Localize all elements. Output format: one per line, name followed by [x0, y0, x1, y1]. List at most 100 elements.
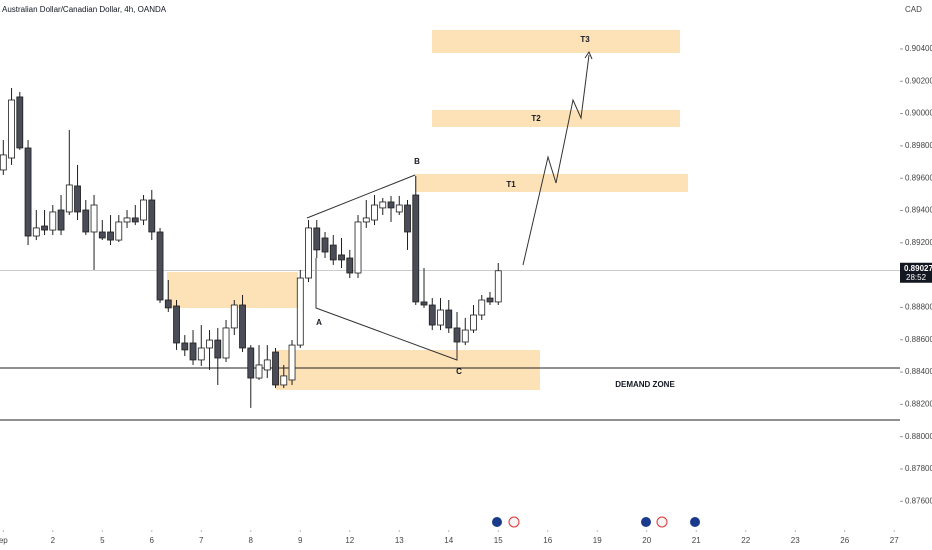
x-tick-label: 5 — [100, 536, 105, 545]
annotation: T3 — [580, 35, 590, 44]
candle-body — [296, 277, 304, 346]
candle-body — [181, 342, 189, 351]
candle-body — [470, 314, 477, 331]
candle-body — [387, 201, 395, 209]
candle-body — [164, 299, 172, 309]
y-tick-label: 0.90000 — [905, 109, 932, 118]
x-tick-label: 6 — [150, 536, 155, 545]
candle-body — [494, 270, 502, 303]
y-tick-label: 0.87800 — [905, 464, 932, 473]
target-zone — [432, 30, 680, 53]
candle-body — [107, 231, 114, 241]
candle-body — [395, 204, 403, 213]
candle-body — [49, 211, 57, 231]
candle-body — [148, 199, 156, 233]
y-tick-label: 0.90400 — [905, 44, 932, 53]
annotation: B — [414, 157, 420, 166]
y-tick-label: 0.89200 — [905, 238, 932, 247]
candle-body — [123, 217, 131, 223]
target-zone — [415, 174, 688, 192]
candle-body — [239, 304, 246, 349]
candle-body — [98, 231, 106, 239]
candle-body — [32, 227, 40, 237]
demand-zone — [276, 350, 540, 390]
target-zone — [432, 110, 680, 127]
last-price-label: 0.89027 — [904, 264, 932, 273]
candle-body — [173, 305, 180, 344]
x-tick-label: 23 — [791, 536, 800, 545]
y-tick-label: 0.88400 — [905, 367, 932, 376]
annotation: T1 — [506, 180, 516, 189]
candle-body — [486, 297, 494, 303]
candle-body — [115, 221, 123, 241]
candle-body — [445, 309, 453, 329]
x-tick-label: 13 — [395, 536, 404, 545]
x-tick-label: 19 — [593, 536, 602, 545]
candle-body — [206, 339, 213, 349]
x-tick-label: 16 — [543, 536, 552, 545]
y-tick-label: 0.88200 — [905, 399, 932, 408]
x-tick-label: 7 — [199, 536, 204, 545]
candle-body — [140, 199, 147, 221]
annotation: C — [456, 367, 462, 376]
candle-body — [24, 147, 32, 237]
candle-body — [214, 339, 222, 359]
candle-body — [329, 244, 337, 261]
candle-body — [478, 299, 486, 316]
candle-body — [197, 347, 205, 361]
x-tick-label: 9 — [298, 536, 303, 545]
candle-body — [428, 304, 436, 326]
candle-body — [0, 154, 7, 171]
x-tick-label: 2 — [51, 536, 56, 545]
y-tick-label: 0.89600 — [905, 173, 932, 182]
y-tick-label: 0.88600 — [905, 335, 932, 344]
candle-body — [263, 359, 271, 371]
x-tick-label: 12 — [345, 536, 354, 545]
candle-body — [321, 237, 329, 253]
y-tick-label: 0.89400 — [905, 206, 932, 215]
annotation: DEMAND ZONE — [615, 380, 675, 389]
event-icon — [641, 517, 651, 527]
x-tick-label: 26 — [840, 536, 849, 545]
candle-body — [74, 185, 81, 213]
candle-body — [189, 342, 197, 361]
y-tick-label: 0.89800 — [905, 141, 932, 150]
x-tick-label: 22 — [741, 536, 750, 545]
candle-body — [280, 375, 288, 386]
annotation: A — [316, 318, 322, 327]
time-axis — [0, 521, 932, 550]
candle-body — [437, 309, 444, 326]
candle-body — [420, 301, 428, 306]
candle-body — [404, 204, 411, 233]
candle-body — [90, 204, 98, 233]
supply-zone — [167, 272, 298, 308]
candle-body — [82, 209, 90, 233]
x-tick-label: 21 — [692, 536, 701, 545]
candle-body — [16, 96, 24, 149]
pattern-line — [315, 258, 458, 361]
countdown-label: 28:52 — [906, 273, 927, 282]
y-tick-label: 0.88000 — [905, 432, 932, 441]
candle-body — [346, 257, 354, 274]
candle-body — [8, 99, 15, 159]
y-tick-label: 0.87600 — [905, 496, 932, 505]
candle-body — [247, 347, 255, 379]
arrow-head — [584, 50, 593, 60]
chart-title: Australian Dollar/Canadian Dollar, 4h, O… — [2, 5, 167, 14]
y-tick-label: 0.90200 — [905, 76, 932, 85]
candle-body — [131, 217, 139, 223]
event-icon — [492, 517, 502, 527]
candle-body — [230, 304, 238, 329]
candle-body — [362, 217, 370, 223]
x-tick-label: 14 — [444, 536, 453, 545]
x-tick-label: 27 — [890, 536, 899, 545]
x-tick-label: 8 — [249, 536, 254, 545]
last-price-box — [900, 262, 932, 283]
candle-body — [65, 184, 73, 213]
candle-body — [313, 227, 321, 251]
candle-body — [255, 364, 263, 379]
candle-body — [379, 201, 387, 209]
